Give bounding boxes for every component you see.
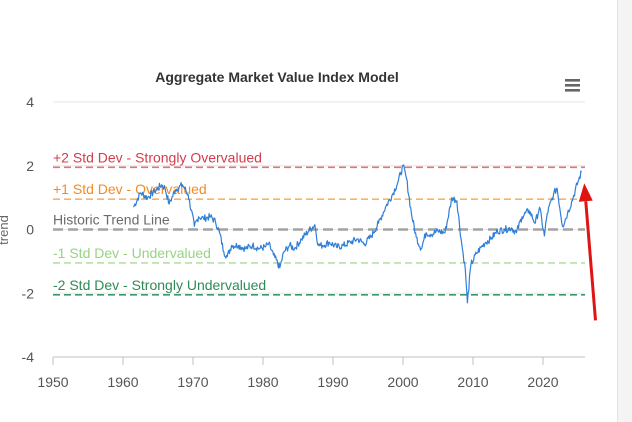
y-tick-label: 2 xyxy=(26,158,34,174)
series-layer xyxy=(132,164,582,304)
y-tick-label: 0 xyxy=(26,222,34,238)
x-tick-label: 1960 xyxy=(107,374,138,390)
y-tick-label: 4 xyxy=(26,94,34,110)
x-tick-label: 1990 xyxy=(317,374,348,390)
y-axis-ticks: 4 2 0 -2 -4 xyxy=(22,94,35,365)
annotation-layer xyxy=(578,183,597,321)
y-axis-label: trend xyxy=(0,215,11,245)
reference-lines: +2 Std Dev - Strongly Overvalued +1 Std D… xyxy=(53,149,585,296)
reference-line-label: -2 Std Dev - Strongly Undervalued xyxy=(53,277,266,293)
x-tick-label: 2000 xyxy=(387,374,418,390)
x-tick-label: 1980 xyxy=(247,374,278,390)
menu-button[interactable] xyxy=(560,72,584,96)
arrow-shaft xyxy=(584,201,597,321)
y-tick-label: -2 xyxy=(22,285,35,301)
x-tick-label: 1970 xyxy=(177,374,208,390)
y-tick-label: -4 xyxy=(22,349,35,365)
reference-line-label: +1 Std Dev - Overvalued xyxy=(53,181,207,197)
grid-lines xyxy=(53,101,585,294)
page-scrollbar[interactable] xyxy=(617,0,632,422)
reference-line-label: Historic Trend Line xyxy=(53,212,170,228)
x-tick-label: 1950 xyxy=(37,374,68,390)
hamburger-menu-icon xyxy=(565,79,580,92)
series-line xyxy=(132,164,582,304)
chart-title: Aggregate Market Value Index Model xyxy=(155,69,399,85)
reference-line-label: +2 Std Dev - Strongly Overvalued xyxy=(53,149,262,165)
x-axis: 1950 1960 1970 1980 1990 2000 2010 2020 xyxy=(37,356,585,390)
reference-line-label: -1 Std Dev - Undervalued xyxy=(53,245,211,261)
x-tick-label: 2020 xyxy=(527,374,558,390)
x-tick-label: 2010 xyxy=(457,374,488,390)
arrow-head-icon xyxy=(578,183,593,202)
chart-area: Aggregate Market Value Index Model trend… xyxy=(0,69,597,390)
